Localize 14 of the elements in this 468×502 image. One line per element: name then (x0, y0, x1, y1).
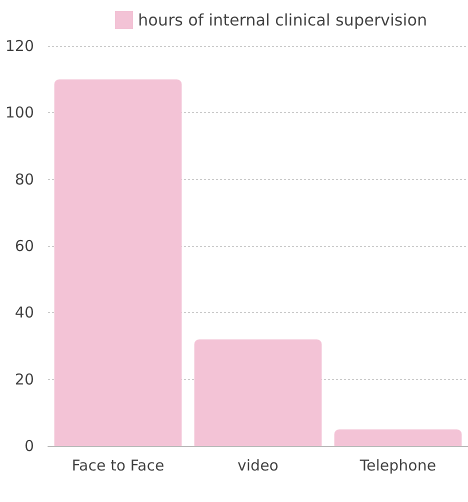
y-tick-label: 20 (14, 370, 34, 388)
y-tick-label: 0 (24, 437, 34, 455)
y-tick-label: 40 (14, 304, 34, 322)
y-tick-label: 80 (14, 170, 34, 188)
bar (194, 339, 322, 446)
x-tick-label: video (238, 456, 278, 474)
x-tick-label: Face to Face (72, 456, 164, 474)
x-tick-label: Telephone (358, 456, 436, 474)
bar (54, 79, 182, 446)
legend-label: hours of internal clinical supervision (138, 10, 428, 30)
bar (334, 429, 462, 446)
y-tick-label: 120 (5, 37, 34, 55)
y-tick-label: 100 (5, 104, 34, 122)
y-tick-label: 60 (14, 237, 34, 255)
